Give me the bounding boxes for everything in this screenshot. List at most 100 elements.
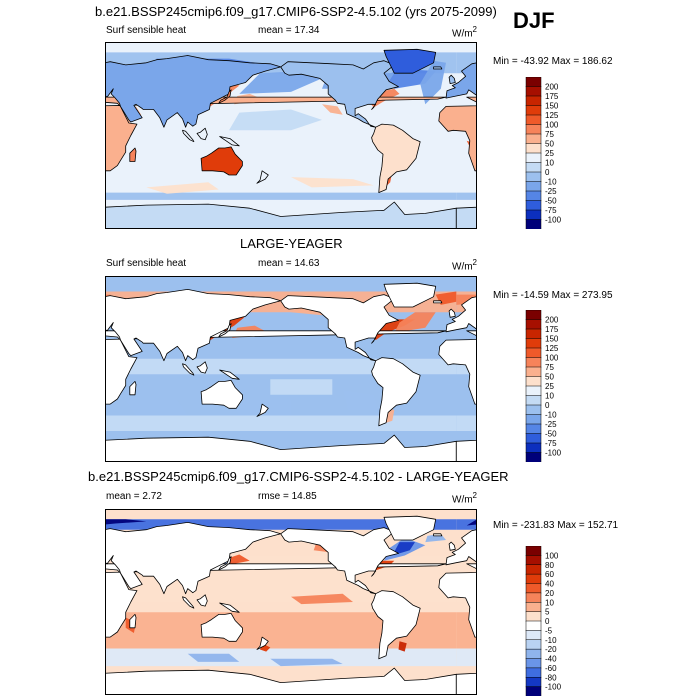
- colorbar-swatch: [525, 414, 542, 425]
- coastline-greenland: [383, 282, 437, 308]
- colorbar-swatch: [525, 181, 542, 192]
- colorbar-tick-label: 10: [545, 598, 554, 607]
- colorbar-tick-label: -60: [545, 664, 557, 673]
- panel1-units: W/m2: [452, 25, 477, 40]
- coastline-japan: [218, 89, 232, 104]
- colorbar-swatch: [525, 171, 542, 183]
- colorbar-tick-label: 200: [545, 83, 559, 92]
- coastline-iceland: [433, 300, 443, 304]
- colorbar-tick-label: -10: [545, 178, 557, 187]
- colorbar-tick-label: 25: [545, 149, 554, 158]
- coastline-greenland: [383, 48, 437, 74]
- colorbar-swatch: [525, 546, 542, 556]
- coastline-namerica: [280, 527, 399, 595]
- coastline-newguinea: [219, 369, 240, 380]
- panel3-minmax: Min = -231.83 Max = 152.71: [493, 520, 619, 531]
- field-region: [125, 400, 188, 416]
- coastline-newzealand: [256, 170, 269, 184]
- panel2-minmax: Min = -14.59 Max = 273.95: [493, 290, 613, 301]
- colorbar-tick-label: -75: [545, 206, 557, 215]
- coastline-uk: [448, 308, 456, 318]
- coastline-samerica: [371, 357, 421, 427]
- colorbar-swatch: [525, 423, 542, 435]
- colorbar-swatch: [525, 686, 542, 696]
- coastline-madagascar: [129, 614, 137, 629]
- coastline-namerica: [280, 294, 399, 362]
- colorbar-tick-label: -50: [545, 197, 557, 206]
- coastline-iceland: [433, 533, 443, 537]
- coastline-antarctica: [455, 439, 477, 462]
- map-frame: [105, 276, 477, 462]
- coastline-eurasia: [105, 55, 282, 128]
- colorbar-tick-label: 0: [545, 401, 550, 410]
- colorbar-tick-label: 75: [545, 363, 554, 372]
- field-region: [420, 60, 446, 105]
- coastline-uk: [448, 541, 456, 551]
- panel2-mean: mean = 14.63: [258, 258, 320, 269]
- colorbar-tick-label: 20: [545, 589, 554, 598]
- coastline-africa: [438, 330, 477, 405]
- panel3-title: b.e21.BSSP245cmip6.f09_g17.CMIP6-SSP2-4.…: [88, 469, 509, 484]
- colorbar-tick-label: 0: [545, 617, 550, 626]
- colorbar-tick-label: 75: [545, 130, 554, 139]
- coastline-eurasia: [105, 522, 282, 595]
- colorbar-tick-label: 25: [545, 382, 554, 391]
- colorbar-swatch: [525, 639, 542, 650]
- coastline-eurasia: [445, 62, 477, 99]
- coastline-africa: [438, 96, 477, 172]
- field-region: [226, 554, 250, 565]
- field-region: [456, 519, 477, 530]
- colorbar-swatch: [525, 219, 542, 229]
- field-region: [456, 415, 477, 431]
- colorbar-swatch: [525, 366, 542, 378]
- coastline-japan: [218, 323, 232, 338]
- colorbar-swatch: [525, 347, 542, 359]
- colorbar-swatch: [525, 95, 542, 107]
- coastline-antarctica: [455, 206, 477, 229]
- panel1-variable: Surf sensible heat: [106, 25, 187, 36]
- colorbar-swatch: [525, 602, 542, 613]
- field-region: [105, 519, 147, 525]
- colorbar-tick-label: 0: [545, 168, 550, 177]
- colorbar-swatch: [525, 338, 542, 349]
- coastline-sumatra: [182, 363, 195, 376]
- colorbar-swatch: [525, 310, 542, 321]
- field-region: [229, 400, 291, 416]
- panel1-title: b.e21.BSSP245cmip6.f09_g17.CMIP6-SSP2-4.…: [95, 4, 497, 19]
- colorbar-swatch: [525, 620, 542, 631]
- colorbar-swatch: [525, 442, 542, 454]
- colorbar-tick-label: 200: [545, 316, 559, 325]
- field-region: [322, 104, 343, 115]
- field-region: [270, 658, 343, 667]
- coastline-greenland: [383, 515, 437, 541]
- colorbar-swatch: [525, 648, 542, 660]
- colorbar-swatch: [525, 611, 542, 622]
- coastline-eurasia: [445, 296, 477, 333]
- field-region: [105, 612, 457, 649]
- colorbar-swatch: [525, 114, 542, 126]
- panel2-units: W/m2: [452, 258, 477, 273]
- field-region: [270, 379, 333, 395]
- coastline-newzealand: [256, 403, 269, 417]
- coastline-newguinea: [219, 602, 240, 613]
- colorbar-tick-label: -80: [545, 673, 557, 682]
- colorbar-swatch: [525, 573, 542, 585]
- colorbar-tick-label: 150: [545, 102, 559, 111]
- map-frame: [105, 509, 477, 695]
- field-region: [105, 648, 457, 667]
- coastline-uk: [448, 74, 456, 84]
- colorbar-swatch: [525, 667, 542, 678]
- panel1-mean: mean = 17.34: [258, 25, 320, 36]
- map-frame: [105, 42, 477, 229]
- colorbar-tick-label: 60: [545, 570, 554, 579]
- colorbar-tick-label: 125: [545, 344, 559, 353]
- colorbar-tick-label: -50: [545, 430, 557, 439]
- colorbar-swatch: [525, 133, 542, 145]
- colorbar-swatch: [525, 376, 542, 387]
- colorbar-swatch: [525, 86, 542, 97]
- colorbar-tick-label: 100: [545, 551, 559, 560]
- colorbar-tick-label: -25: [545, 187, 557, 196]
- field-region: [105, 358, 457, 375]
- field-region: [187, 653, 240, 662]
